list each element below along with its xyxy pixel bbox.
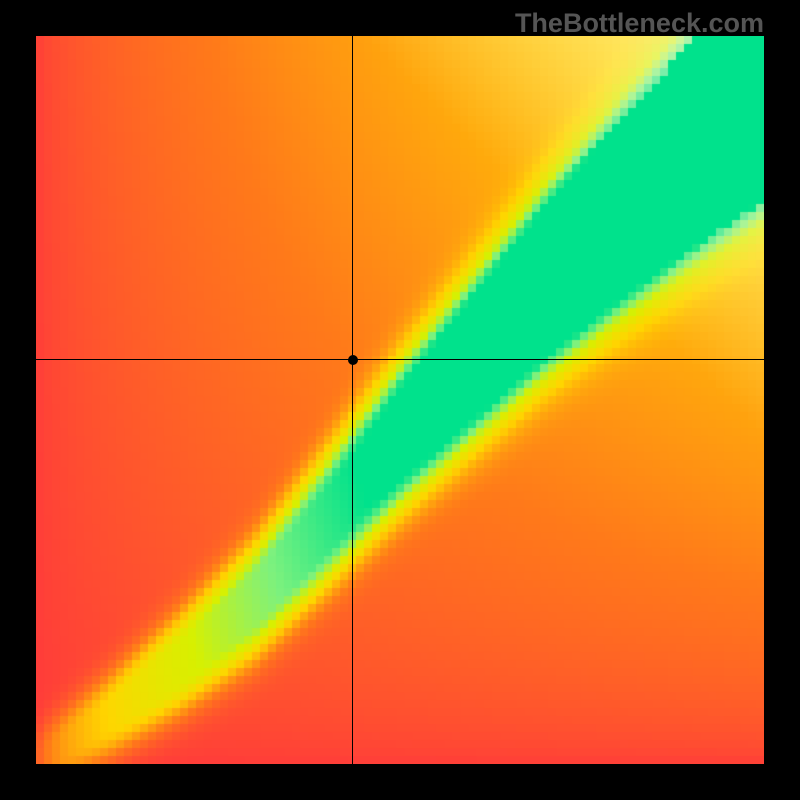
heatmap-plot [36,36,764,764]
crosshair-horizontal [36,359,764,360]
crosshair-marker [348,355,358,365]
crosshair-vertical [352,36,353,764]
heatmap-canvas [36,36,764,764]
watermark-text: TheBottleneck.com [515,8,764,39]
